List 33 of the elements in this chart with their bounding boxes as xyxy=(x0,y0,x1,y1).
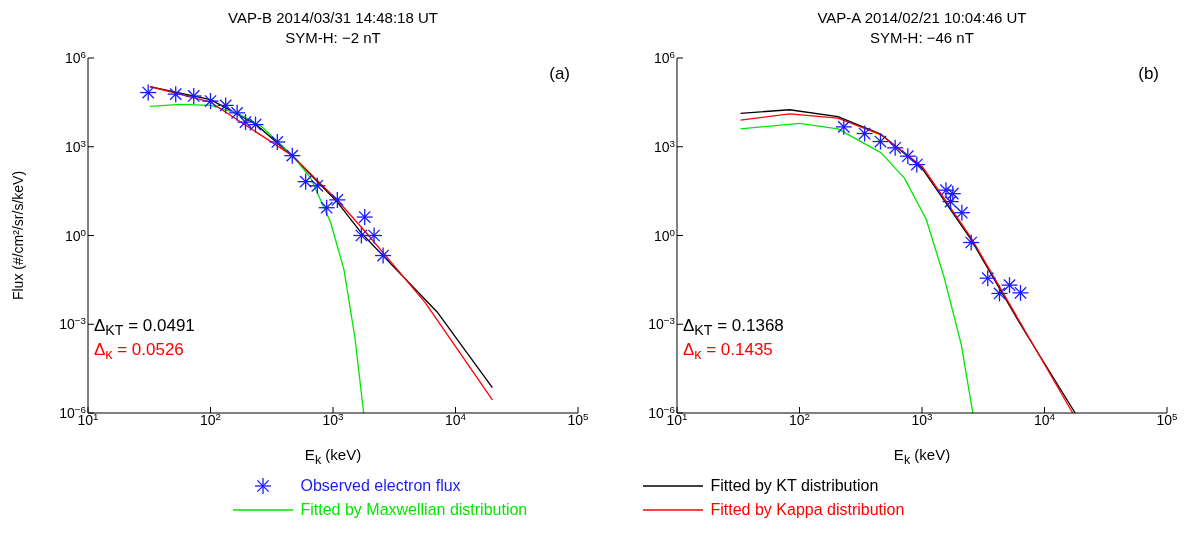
chart-subtitle: SYM-H: −2 nT xyxy=(285,29,381,46)
x-tick-label: 10$^{5}$ xyxy=(567,410,590,428)
annotation: Δ$_{κ}$ = 0.1435 xyxy=(683,340,773,363)
annotation: Δ$_{κ}$ = 0.0526 xyxy=(94,340,184,363)
annotation: (a) xyxy=(549,64,570,83)
x-tick-label: 10$^{3}$ xyxy=(911,410,934,428)
chart-title: VAP-B 2014/03/31 14:48:18 UT xyxy=(228,9,438,26)
legend-label: Fitted by KT distribution xyxy=(710,477,879,495)
y-tick-label: 10$^{0}$ xyxy=(653,226,676,244)
chart-subtitle: SYM-H: −46 nT xyxy=(870,29,974,46)
y-tick-label: 10$^{6}$ xyxy=(653,48,676,66)
y-tick-label: 10$^{3}$ xyxy=(64,137,87,155)
legend-label: Fitted by Maxwellian distribution xyxy=(300,501,528,519)
annotation: Δ$_{KT}$ = 0.0491 xyxy=(94,316,195,339)
legend-label: Fitted by Kappa distribution xyxy=(710,501,905,519)
chart-title: VAP-A 2014/02/21 10:04:46 UT xyxy=(817,9,1027,26)
legend-label: Observed electron flux xyxy=(300,477,461,495)
x-axis-title: E$_{k}$ (keV) xyxy=(893,446,951,467)
y-tick-label: 10$^{−3}$ xyxy=(59,314,87,333)
y-tick-label: 10$^{−3}$ xyxy=(648,314,676,333)
x-tick-label: 10$^{5}$ xyxy=(1156,410,1179,428)
y-tick-label: 10$^{0}$ xyxy=(64,226,87,244)
y-axis-title: Flux (#/cm²/sr/s/keV) xyxy=(9,170,26,301)
x-tick-label: 10$^{4}$ xyxy=(1033,410,1056,428)
x-tick-label: 10$^{3}$ xyxy=(322,410,345,428)
x-tick-label: 10$^{4}$ xyxy=(444,410,467,428)
x-axis-title: E$_{k}$ (keV) xyxy=(304,446,362,467)
x-tick-label: 10$^{2}$ xyxy=(199,410,222,428)
y-tick-label: 10$^{6}$ xyxy=(64,48,87,66)
annotation: Δ$_{KT}$ = 0.1368 xyxy=(683,316,784,339)
x-tick-label: 10$^{2}$ xyxy=(788,410,811,428)
annotation: (b) xyxy=(1138,64,1159,83)
y-tick-label: 10$^{3}$ xyxy=(653,137,676,155)
